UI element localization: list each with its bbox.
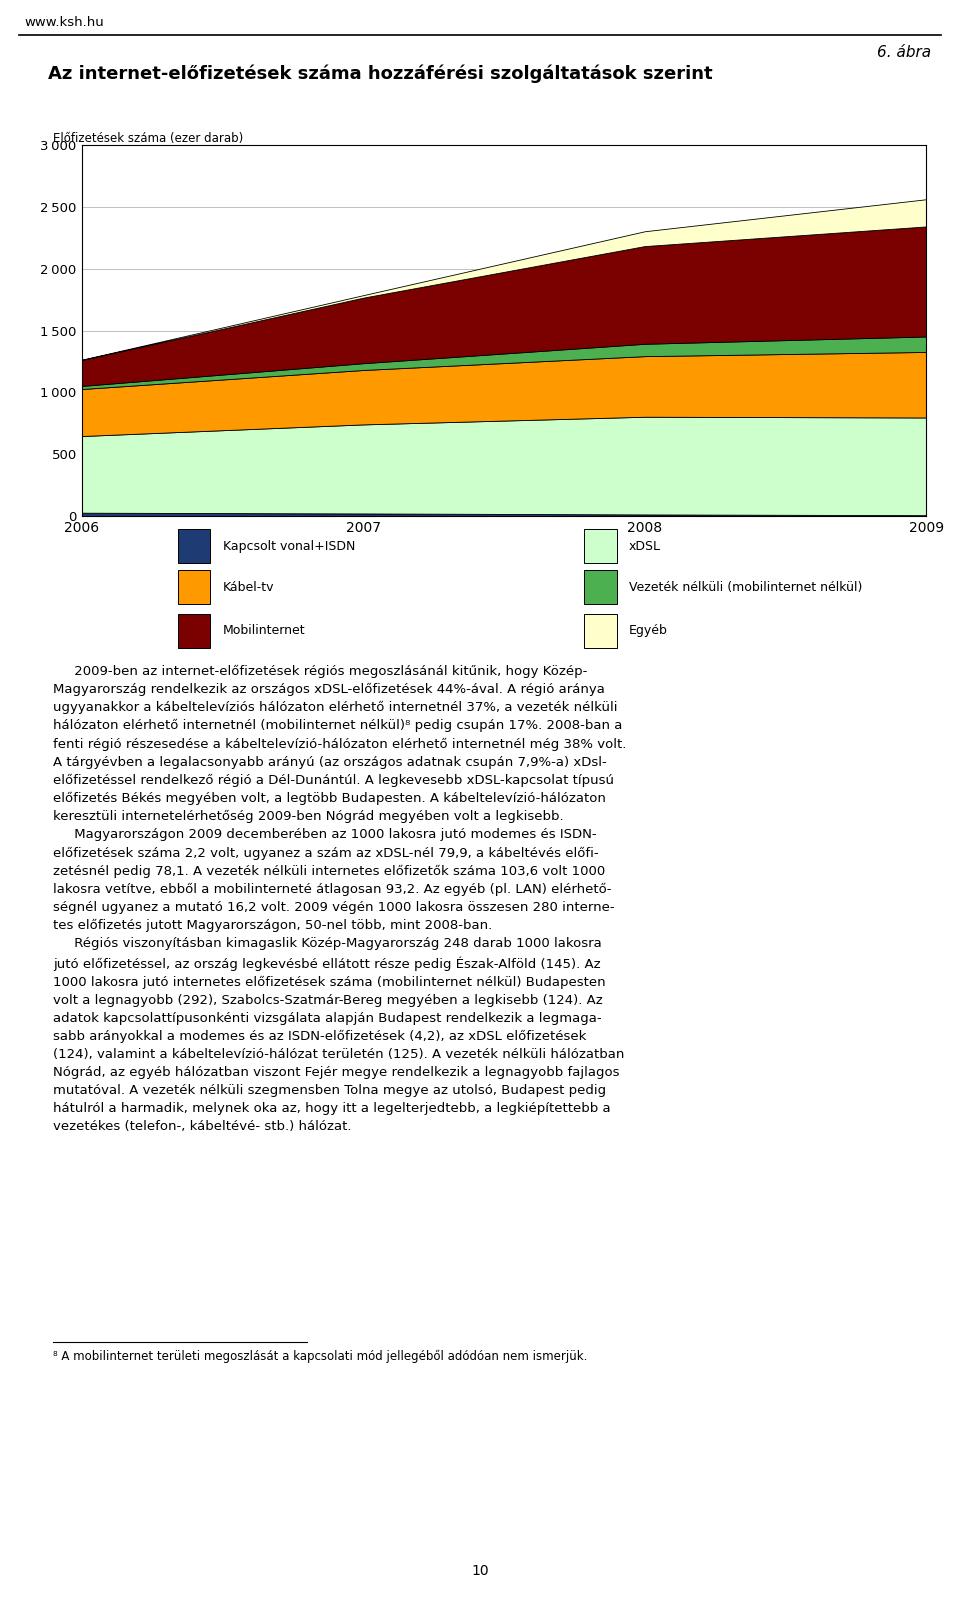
Bar bbox=[178, 571, 210, 605]
Text: Vezeték nélküli (mobilinternet nélkül): Vezeték nélküli (mobilinternet nélkül) bbox=[629, 581, 862, 594]
Text: xDSL: xDSL bbox=[629, 539, 660, 553]
Bar bbox=[584, 571, 616, 605]
Bar bbox=[584, 615, 616, 648]
Text: Az internet-előfizetések száma hozzáférési szolgáltatások szerint: Az internet-előfizetések száma hozzáféré… bbox=[48, 65, 712, 82]
Text: 2009-ben az internet-előfizetések régiós megoszlásánál kitűnik, hogy Közép-
Magy: 2009-ben az internet-előfizetések régiós… bbox=[53, 665, 626, 1132]
Text: Előfizetések száma (ezer darab): Előfizetések száma (ezer darab) bbox=[53, 132, 243, 145]
Text: 6. ábra: 6. ábra bbox=[877, 45, 931, 60]
Text: ⁸ A mobilinternet területi megoszlását a kapcsolati mód jellegéből adódóan nem i: ⁸ A mobilinternet területi megoszlását a… bbox=[53, 1350, 588, 1363]
Text: Egyéb: Egyéb bbox=[629, 624, 667, 637]
Text: www.ksh.hu: www.ksh.hu bbox=[24, 16, 104, 29]
Text: 10: 10 bbox=[471, 1563, 489, 1578]
Bar bbox=[584, 529, 616, 563]
Text: Mobilinternet: Mobilinternet bbox=[223, 624, 305, 637]
Bar bbox=[178, 615, 210, 648]
Text: Kapcsolt vonal+ISDN: Kapcsolt vonal+ISDN bbox=[223, 539, 355, 553]
Text: Kábel-tv: Kábel-tv bbox=[223, 581, 274, 594]
Bar bbox=[178, 529, 210, 563]
